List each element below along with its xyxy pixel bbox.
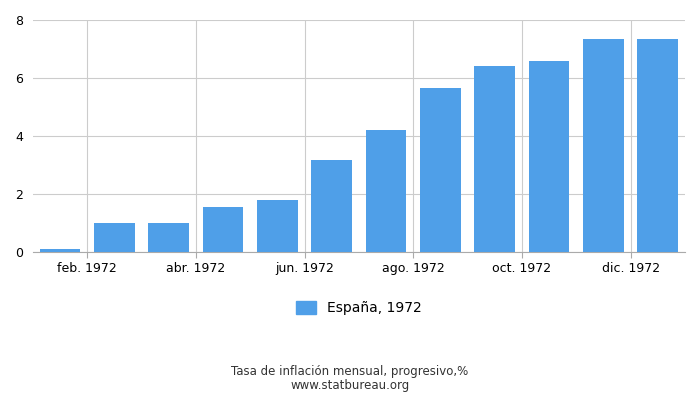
Bar	[94, 223, 134, 252]
Legend: España, 1972: España, 1972	[290, 296, 428, 321]
Bar	[420, 88, 461, 252]
Bar	[257, 200, 298, 252]
Bar	[202, 207, 244, 252]
Text: www.statbureau.org: www.statbureau.org	[290, 379, 410, 392]
Bar	[528, 60, 570, 252]
Bar	[39, 249, 80, 252]
Bar	[475, 66, 515, 252]
Bar	[148, 223, 189, 252]
Bar	[583, 39, 624, 252]
Bar	[365, 130, 407, 252]
Bar	[312, 160, 352, 252]
Bar	[638, 39, 678, 252]
Text: Tasa de inflación mensual, progresivo,%: Tasa de inflación mensual, progresivo,%	[232, 365, 468, 378]
